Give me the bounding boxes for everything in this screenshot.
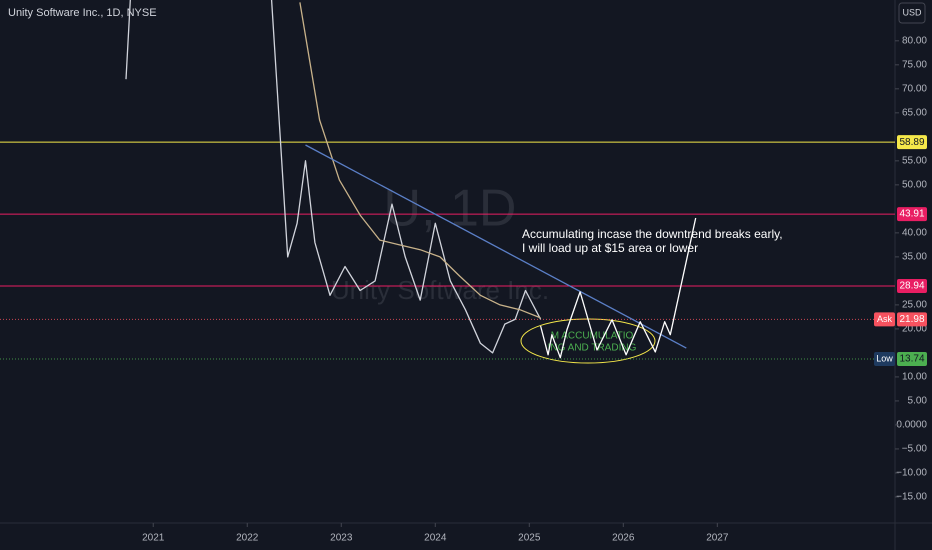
level-name: Low [876,353,893,363]
x-tick-label: 2024 [424,533,447,544]
x-tick-label: 2022 [236,533,259,544]
price-line [125,0,542,354]
y-tick-label: 55.00 [902,155,927,166]
y-tick-label: 65.00 [902,107,927,118]
plot [0,0,895,360]
level-label: 58.89 [899,137,924,148]
y-tick-label: −15.00 [896,492,927,503]
y-tick-label: 35.00 [902,252,927,263]
y-tick-label: 50.00 [902,179,927,190]
y-tick-label: 0.0000 [896,420,927,431]
level-label-box [897,207,927,222]
level-name-box [874,351,895,366]
y-tick-label: −5.00 [902,444,928,455]
annotation: Accumulating incase the downtrend breaks… [522,227,783,241]
level-label-box [897,351,927,366]
currency-box[interactable] [898,2,926,24]
watermark-symbol: U, 1D [384,180,517,238]
y-tick-label: 25.00 [902,300,927,311]
y-tick-label: −10.00 [896,468,927,479]
price-line [539,217,697,359]
level-label-box [897,312,927,327]
chart-title: Unity Software Inc., 1D, NYSE [8,7,157,19]
zone-text: M ACCUMULATIO [551,331,634,342]
level-label: 43.91 [899,209,924,220]
level-label-box [897,135,927,150]
y-tick-label: 20.00 [902,324,927,335]
zone-text: ING AND TRADING [548,343,637,354]
price-line [299,2,541,319]
x-tick-label: 2027 [706,533,729,544]
y-tick-label: 80.00 [902,35,927,46]
y-tick-label: 10.00 [902,372,927,383]
x-tick-label: 2021 [142,533,165,544]
currency: USD [902,7,922,17]
y-tick-label: 75.00 [902,59,927,70]
x-tick-label: 2026 [612,533,635,544]
x-tick-label: 2023 [330,533,353,544]
y-tick-label: 70.00 [902,83,927,94]
level-label-box [897,278,927,293]
level-name: Ask [877,314,893,324]
annotation: I will load up at $15 area or lower [522,241,698,255]
level-name-box [874,312,895,327]
level-label: 28.94 [899,281,924,292]
y-tick-label: 5.00 [908,396,928,407]
price-line [305,144,687,349]
watermark-name: Unity Software Inc. [331,275,549,305]
y-tick-label: 40.00 [902,228,927,239]
x-tick-label: 2025 [518,533,541,544]
level-label: 13.74 [899,354,924,365]
level-label: 21.98 [899,314,924,325]
